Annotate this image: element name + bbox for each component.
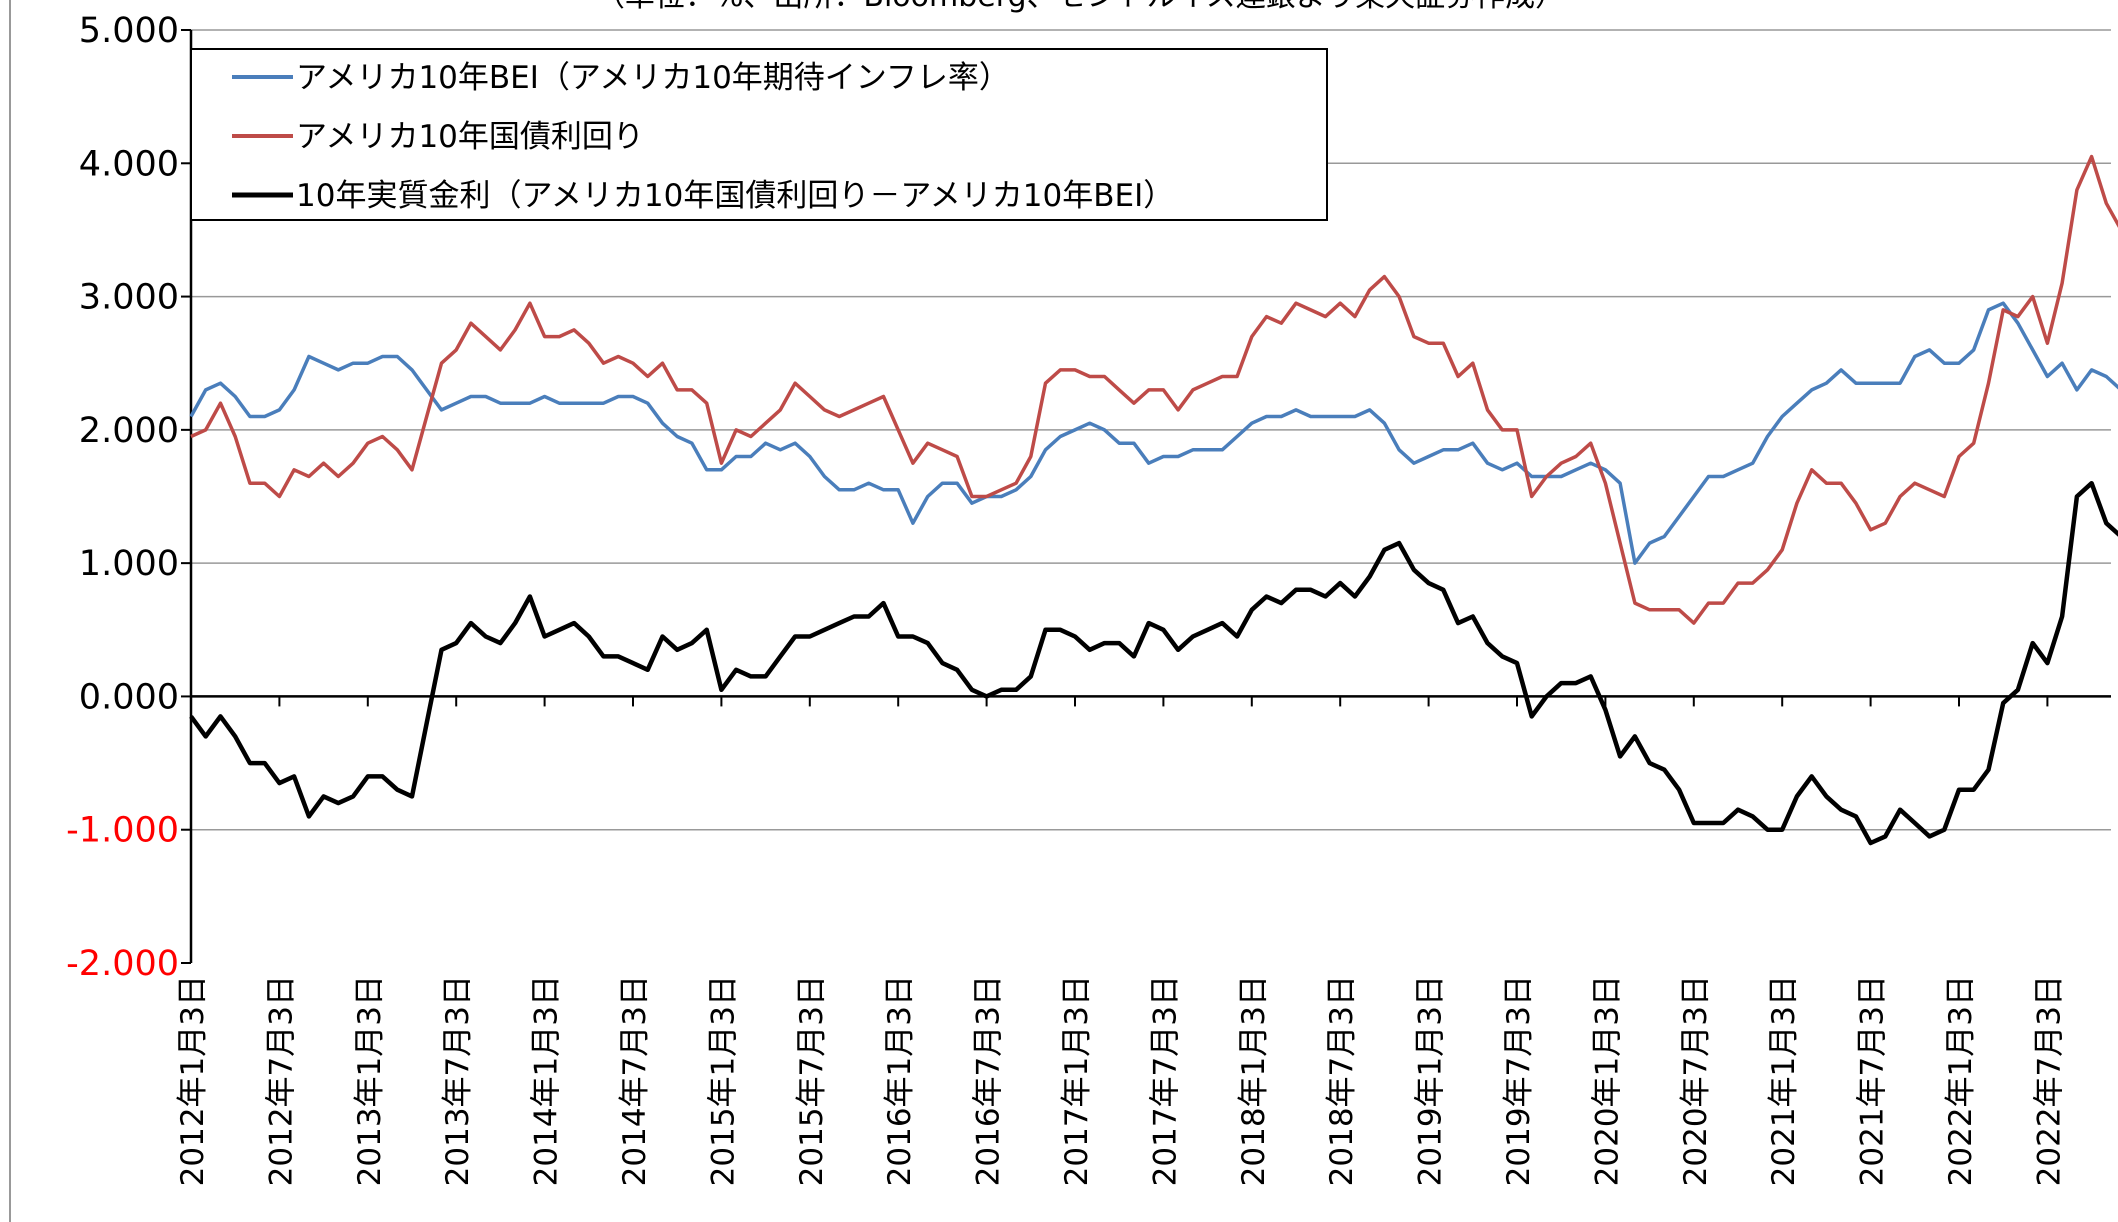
chart-subtitle: （単位：%、出所：Bloomberg、セントルイス連銀より楽天証券作成）: [595, 0, 1565, 14]
x-tick-label: 2012年1月3日: [175, 975, 211, 1186]
y-tick-label: 3.000: [79, 278, 179, 318]
x-tick-label: 2018年7月3日: [1324, 975, 1360, 1186]
y-tick-label: 5.000: [79, 11, 179, 51]
series-line: [190, 154, 2118, 625]
x-tick-label: 2017年1月3日: [1059, 975, 1095, 1186]
y-tick-label: -1.000: [66, 811, 179, 851]
x-tick-label: 2016年7月3日: [971, 975, 1007, 1186]
y-tick-label: 4.000: [79, 144, 179, 184]
x-tick-label: 2022年7月3日: [2031, 975, 2067, 1186]
legend: アメリカ10年BEI（アメリカ10年期待インフレ率） アメリカ10年国債利回り 10…: [190, 48, 1328, 221]
x-tick-label: 2018年1月3日: [1236, 975, 1272, 1186]
series-line: [189, 480, 2118, 846]
y-tick-label: 0.000: [79, 677, 179, 717]
x-tick-label: 2020年1月3日: [1589, 975, 1625, 1186]
y-tick-label: 1.000: [79, 544, 179, 584]
x-tick-label: 2014年7月3日: [617, 975, 653, 1186]
x-tick-label: 2016年1月3日: [882, 975, 918, 1186]
y-tick-label: 2.000: [79, 411, 179, 451]
x-tick-label: 2019年7月3日: [1501, 975, 1537, 1186]
x-tick-label: 2017年7月3日: [1147, 975, 1183, 1186]
x-tick-label: 2015年1月3日: [705, 975, 741, 1186]
legend-label: アメリカ10年BEI（アメリカ10年期待インフレ率）: [296, 60, 1010, 96]
legend-label: アメリカ10年国債利回り: [296, 119, 644, 155]
x-tick-label: 2019年1月3日: [1413, 975, 1449, 1186]
y-tick-label: -2.000: [66, 944, 179, 984]
legend-label: 10年実質金利（アメリカ10年国債利回り－アメリカ10年BEI）: [296, 178, 1174, 214]
x-tick-label: 2012年7月3日: [263, 975, 299, 1186]
series-line: [189, 301, 2118, 565]
x-tick-label: 2013年7月3日: [440, 975, 476, 1186]
x-tick-label: 2021年7月3日: [1855, 975, 1891, 1186]
x-tick-label: 2022年1月3日: [1943, 975, 1979, 1186]
x-tick-label: 2013年1月3日: [352, 975, 388, 1186]
x-tick-label: 2014年1月3日: [529, 975, 565, 1186]
x-tick-label: 2020年7月3日: [1678, 975, 1714, 1186]
x-tick-label: 2015年7月3日: [794, 975, 830, 1186]
legend-box: [190, 48, 1328, 221]
x-tick-label: 2021年1月3日: [1766, 975, 1802, 1186]
